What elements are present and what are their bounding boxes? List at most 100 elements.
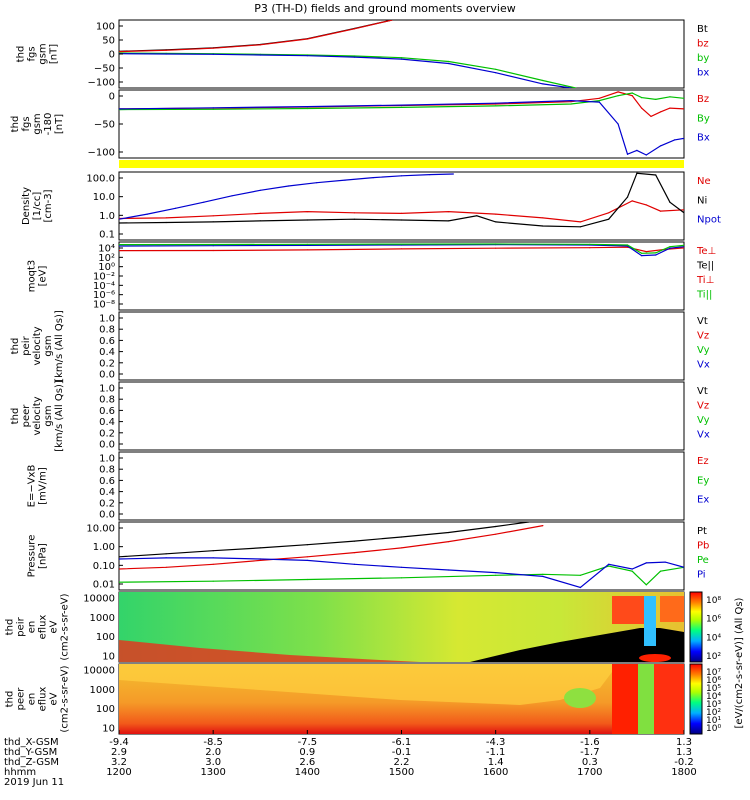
legend-Pb: Pb bbox=[697, 541, 709, 552]
ion-spectrogram-low-energy-red bbox=[119, 640, 420, 662]
series-point bbox=[659, 210, 662, 212]
series-point bbox=[683, 212, 684, 214]
series-point bbox=[165, 557, 167, 559]
series-point bbox=[598, 100, 600, 102]
y-tick-label: 0.2 bbox=[99, 428, 115, 439]
y-tick-label: 10.00 bbox=[86, 524, 115, 535]
panel-density: 100.0 10.0 1.0 0.1 Density[1/cc][cm-3] Ne Ni Np… bbox=[21, 171, 721, 241]
series-point bbox=[400, 58, 403, 60]
series-point bbox=[372, 177, 374, 179]
series-point bbox=[448, 60, 450, 63]
y-axis-label-line: (cm2-s-sr-eV) bbox=[60, 593, 71, 660]
y-tick-label: 0.0 bbox=[99, 510, 115, 521]
panel-peir-velocity: 1.00.80.60.40.20.0 thdpeirvelocitygsm[km/… bbox=[10, 310, 710, 382]
y-tick-label: 0.4 bbox=[99, 487, 115, 498]
date-label: 2019 Jun 11 bbox=[4, 777, 64, 788]
electron-spectrogram-green-patch bbox=[564, 688, 596, 708]
series-point bbox=[165, 221, 167, 224]
series-point bbox=[641, 255, 643, 257]
series-point bbox=[575, 87, 577, 88]
y-axis-label-line: [nT] bbox=[54, 114, 65, 134]
series-point bbox=[259, 559, 261, 562]
series-point bbox=[400, 566, 403, 568]
series-point bbox=[495, 572, 497, 574]
x-row-value: 1.3 bbox=[676, 737, 692, 748]
series-point bbox=[631, 568, 633, 570]
electron-spectrogram-high-energy-band bbox=[119, 664, 612, 705]
legend-By: By bbox=[697, 113, 710, 124]
series-point bbox=[542, 217, 544, 219]
y-axis-label-line: peir bbox=[16, 616, 27, 636]
y-tick-label: 1.0 bbox=[99, 314, 115, 325]
legend-Vz: Vz bbox=[697, 331, 709, 342]
series-point bbox=[259, 558, 261, 560]
y-axis-label-line: E=−VxB bbox=[27, 465, 38, 508]
legend-bx: bx bbox=[697, 68, 709, 79]
y-axis-label-line: peer bbox=[21, 404, 32, 428]
series-point bbox=[119, 556, 120, 558]
y-tick-label: 100 bbox=[96, 22, 115, 33]
series-point bbox=[631, 92, 633, 94]
series-point bbox=[400, 547, 403, 549]
legend-Vt: Vt bbox=[697, 386, 708, 397]
series-point bbox=[353, 552, 355, 554]
series-point bbox=[353, 212, 355, 214]
series-point bbox=[659, 570, 662, 572]
series-point bbox=[598, 97, 600, 99]
series-point bbox=[212, 557, 214, 559]
y-tick-label: 50 bbox=[102, 36, 115, 47]
series-point bbox=[495, 574, 497, 576]
series-point bbox=[542, 525, 544, 527]
y-axis-label-line: thd bbox=[10, 408, 21, 425]
y-tick-label: 0.2 bbox=[99, 498, 115, 509]
y-axis-label-line: [eV] bbox=[38, 266, 49, 287]
x-row-value: 0.3 bbox=[582, 757, 598, 768]
legend-Ni: Ni bbox=[697, 195, 707, 206]
x-row-name: hhmm bbox=[4, 767, 36, 778]
series-point bbox=[579, 574, 582, 576]
y-tick-label: 0.1 bbox=[99, 230, 115, 241]
y-axis-label: thdfgsgsm-180[nT] bbox=[10, 113, 65, 136]
x-row-value: 1.4 bbox=[488, 757, 504, 768]
legend-Ey: Ey bbox=[697, 475, 709, 486]
series-point bbox=[570, 101, 572, 103]
series-point bbox=[645, 154, 647, 156]
colorbar-tick-label: 10⁴ bbox=[706, 692, 721, 702]
y-tick-label: 1000 bbox=[90, 613, 115, 624]
electron-spectrogram-vertical-green bbox=[638, 664, 654, 734]
series-point bbox=[589, 247, 591, 249]
series-by bbox=[119, 52, 576, 88]
colorbar-tick-label: 10⁶ bbox=[706, 615, 721, 625]
y-axis-label-line: thd bbox=[10, 338, 21, 355]
y-tick-label: 10.0 bbox=[93, 192, 115, 203]
x-row-value: 2.9 bbox=[111, 747, 127, 758]
series-point bbox=[165, 53, 167, 55]
y-axis-label-line: eV bbox=[49, 620, 60, 633]
series-point bbox=[448, 211, 450, 213]
series-point bbox=[589, 243, 591, 245]
series-point bbox=[669, 201, 671, 203]
legend-Vt: Vt bbox=[697, 316, 708, 327]
series-point bbox=[664, 561, 666, 563]
series-point bbox=[495, 221, 497, 223]
electron-colorbar bbox=[689, 663, 703, 735]
y-tick-label: 0.0 bbox=[99, 370, 115, 381]
x-row-value: 1800 bbox=[671, 767, 696, 778]
x-row-value: -7.5 bbox=[298, 737, 318, 748]
y-axis-label-line: gsm bbox=[43, 405, 54, 426]
series-point bbox=[400, 219, 403, 221]
series-point bbox=[683, 244, 684, 246]
y-axis-label-line: fgs bbox=[21, 116, 32, 131]
series-point bbox=[212, 249, 214, 252]
colorbar-tick-label: 10⁷ bbox=[706, 668, 721, 678]
y-tick-label: 0.4 bbox=[99, 417, 115, 428]
y-tick-label: 0 bbox=[109, 92, 115, 103]
series-point bbox=[608, 212, 610, 214]
x-row-value: -4.3 bbox=[486, 737, 506, 748]
legend-bz: bz bbox=[697, 39, 709, 50]
y-tick-label: 0.8 bbox=[99, 325, 115, 336]
series-point bbox=[119, 222, 120, 224]
y-tick-label: 10⁰ bbox=[98, 262, 115, 273]
y-axis-label-line: moqt3 bbox=[27, 260, 38, 293]
x-row-value: 1500 bbox=[389, 767, 414, 778]
